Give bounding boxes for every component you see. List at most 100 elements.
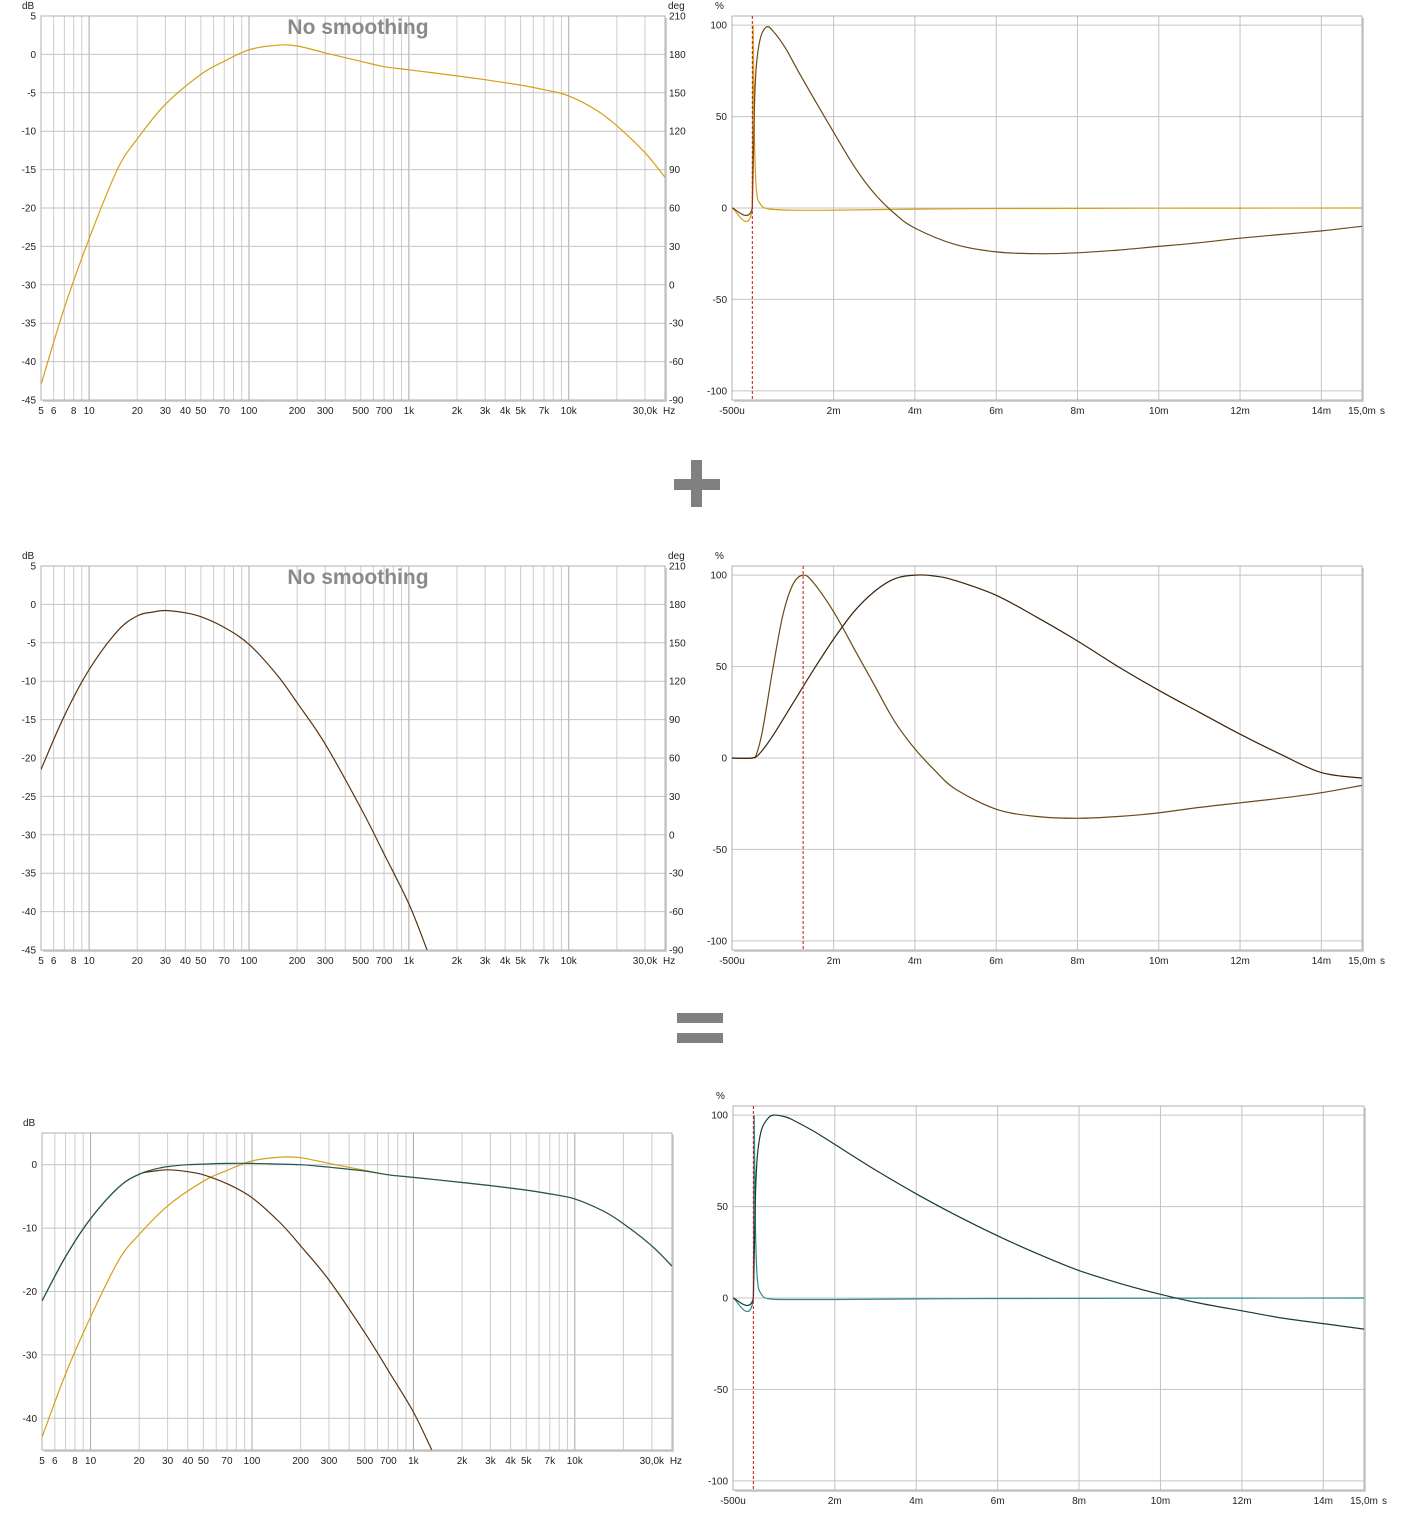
x-tick-label: 15,0m xyxy=(1350,1496,1378,1507)
x-tick-label: -500u xyxy=(719,406,745,417)
x-tick-label: 50 xyxy=(198,1456,210,1467)
x-tick-label: 50 xyxy=(195,406,207,417)
x-tick-label: 500 xyxy=(352,406,369,417)
y-axis-unit: % xyxy=(715,1,724,12)
y-tick-label: -15 xyxy=(22,165,37,176)
x-tick-label: 7k xyxy=(545,1456,557,1467)
y2-tick-label: 180 xyxy=(669,600,686,611)
x-tick-label: 4m xyxy=(908,956,922,967)
y-tick-label: -20 xyxy=(23,1287,38,1298)
x-tick-label: 30 xyxy=(160,956,172,967)
y2-tick-label: 120 xyxy=(669,127,686,138)
series-line-1 xyxy=(41,44,665,385)
x-tick-label: 2k xyxy=(452,406,464,417)
y-tick-label: -40 xyxy=(22,357,37,368)
x-tick-label: 14m xyxy=(1312,406,1331,417)
y-tick-label: -20 xyxy=(22,204,37,215)
series-group xyxy=(732,574,1362,819)
x-tick-label: 20 xyxy=(132,406,144,417)
x-tick-label: 70 xyxy=(221,1456,233,1467)
y-tick-label: 0 xyxy=(721,754,727,765)
x-tick-label: 8 xyxy=(71,406,77,417)
x-tick-label: 2m xyxy=(827,956,841,967)
y2-tick-label: -90 xyxy=(669,946,684,957)
series-line-2 xyxy=(732,574,1362,779)
x-tick-label: 6 xyxy=(51,956,57,967)
y-tick-label: 0 xyxy=(722,1294,728,1305)
x-axis-unit: s xyxy=(1380,956,1385,967)
x-tick-label: -500u xyxy=(719,956,745,967)
chart-4-impulse-response: 100 50 0 -50 -100% -500u 2m 4m 6m 8m 10m 12m 14m 15,0… xyxy=(707,551,1385,967)
y2-tick-label: 210 xyxy=(669,12,686,23)
x-tick-label: 5k xyxy=(515,406,527,417)
x-tick-label: 10 xyxy=(84,956,96,967)
y2-tick-label: 30 xyxy=(669,792,681,803)
y2-tick-label: 60 xyxy=(669,754,681,765)
y-tick-label: -30 xyxy=(22,830,37,841)
y-tick-label: -45 xyxy=(22,946,37,957)
y-tick-label: -100 xyxy=(707,386,727,397)
series-group xyxy=(733,1114,1364,1330)
x-tick-label: 40 xyxy=(180,406,192,417)
x-tick-label: 8 xyxy=(71,956,77,967)
y-tick-label: -100 xyxy=(707,936,727,947)
chart-6-impulse-response: 100 50 0 -50 -100% -500u 2m 4m 6m 8m 10m 12m 14m 15,0… xyxy=(708,1091,1387,1507)
x-tick-label: 10m xyxy=(1151,1496,1170,1507)
y-tick-label: -10 xyxy=(22,127,37,138)
x-tick-label: 30,0k xyxy=(640,1456,665,1467)
series-group xyxy=(41,609,428,950)
y2-tick-label: 30 xyxy=(669,242,681,253)
x-tick-label: 3k xyxy=(480,406,492,417)
x-tick-label: 200 xyxy=(289,406,306,417)
x-tick-label: 70 xyxy=(219,956,231,967)
y2-axis-unit: deg xyxy=(668,1,685,12)
series-line-1 xyxy=(732,574,1362,819)
x-tick-label: 14m xyxy=(1312,956,1331,967)
series-line-2 xyxy=(732,25,1362,255)
y-tick-label: 0 xyxy=(31,1160,37,1171)
x-tick-label: 4m xyxy=(909,1496,923,1507)
x-tick-label: -500u xyxy=(720,1496,746,1507)
x-tick-label: 50 xyxy=(195,956,207,967)
x-tick-label: 30 xyxy=(160,406,172,417)
x-tick-label: 12m xyxy=(1230,406,1249,417)
y-tick-label: -30 xyxy=(23,1350,38,1361)
x-tick-label: 6 xyxy=(51,406,57,417)
x-tick-label: 5 xyxy=(38,406,44,417)
x-tick-label: 500 xyxy=(352,956,369,967)
x-axis-unit: s xyxy=(1380,406,1385,417)
x-tick-label: 30,0k xyxy=(633,956,658,967)
x-tick-label: 3k xyxy=(485,1456,497,1467)
x-tick-label: 700 xyxy=(376,406,393,417)
x-tick-label: 300 xyxy=(317,406,334,417)
x-tick-label: 5k xyxy=(521,1456,533,1467)
y2-axis-unit: deg xyxy=(668,551,685,562)
plus-sign xyxy=(674,460,720,507)
y-tick-label: -45 xyxy=(22,396,37,407)
x-tick-label: 15,0m xyxy=(1348,956,1376,967)
x-tick-label: 4m xyxy=(908,406,922,417)
y-axis-unit: dB xyxy=(22,551,35,562)
y-tick-label: -5 xyxy=(27,88,36,99)
y2-tick-label: -90 xyxy=(669,396,684,407)
y2-tick-label: 0 xyxy=(669,280,675,291)
chart-5-frequency-response: 0 -10 -20 -30 -40 dB 5 6 8 10 20 30 40 50 70 100 200 300 5… xyxy=(23,1118,683,1467)
y2-tick-label: 0 xyxy=(669,830,675,841)
equals-sign xyxy=(677,1013,723,1043)
x-tick-label: 10k xyxy=(567,1456,584,1467)
y-tick-label: -10 xyxy=(23,1224,38,1235)
x-tick-label: 2k xyxy=(457,1456,469,1467)
y-tick-label: -10 xyxy=(22,677,37,688)
y-tick-label: -40 xyxy=(23,1414,38,1425)
y-tick-label: -5 xyxy=(27,638,36,649)
y-tick-label: 5 xyxy=(30,562,36,573)
x-tick-label: 10m xyxy=(1149,956,1168,967)
x-tick-label: 200 xyxy=(289,956,306,967)
y-tick-label: 0 xyxy=(30,600,36,611)
x-tick-label: 20 xyxy=(132,956,144,967)
chart-2-impulse-response: 100 50 0 -50 -100% -500u 2m 4m 6m 8m 10m 12m 14m 15,0… xyxy=(707,1,1385,417)
x-tick-label: 6m xyxy=(989,956,1003,967)
y-axis-unit: % xyxy=(716,1091,725,1102)
y-tick-label: -50 xyxy=(713,845,728,856)
x-tick-label: 100 xyxy=(241,406,258,417)
